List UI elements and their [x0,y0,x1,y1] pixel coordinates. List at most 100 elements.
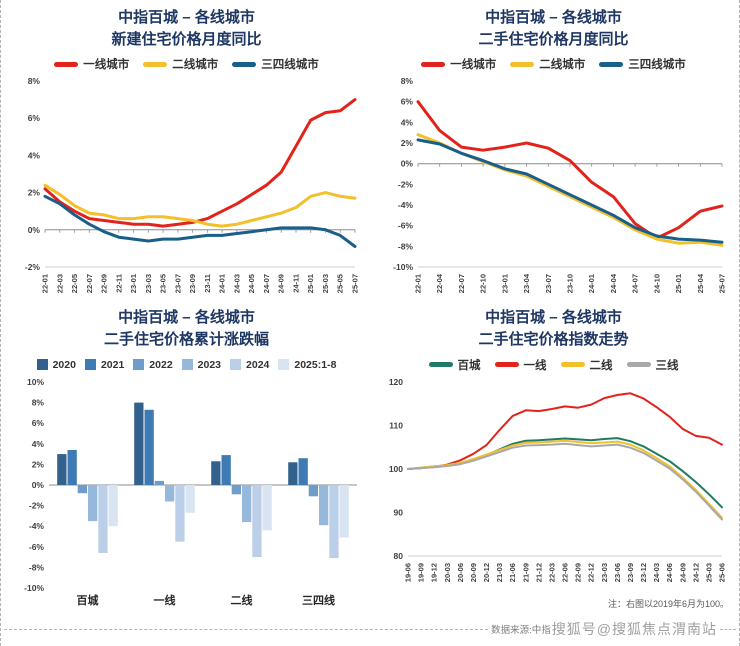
axis-labels: 8% 6% 4% 2% 0% -2%22-01 22-03 22-05 22-07 22-09 22… [24,76,359,293]
legend-label: 二线 [589,359,613,372]
svg-text:2%: 2% [400,138,413,148]
svg-text:24-03: 24-03 [652,563,661,582]
svg-text:22-11: 22-11 [114,274,123,293]
legend-marker-icon [36,359,48,370]
svg-text:23-05: 23-05 [158,274,167,293]
svg-text:22-01: 22-01 [413,274,422,293]
legend-marker-icon [494,362,519,367]
legend-item-一线城市: 一线城市 [421,56,496,72]
legend-label: 二线城市 [172,59,219,72]
title-line-1: 中指百城 – 各线城市 [118,309,255,326]
bar-2022-一线 [154,480,164,485]
svg-text:4%: 4% [31,438,44,448]
svg-text:23-03: 23-03 [599,563,608,582]
index-base-note: 注：右图以2019年6月为100。 [607,598,729,609]
source-row: 数据来源:中指 搜狐号@搜狐焦点渭南站 [1,619,739,639]
title-line-2: 新建住宅价格月度同比 [111,30,262,48]
charts-grid: 中指百城 – 各线城市 新建住宅价格月度同比 一线城市 二线城市 三四线城市 8% 6%… [9,2,731,612]
dashed-divider-right [720,628,736,630]
title-line-1: 中指百城 – 各线城市 [485,309,622,326]
svg-text:25-04: 25-04 [695,274,704,294]
panel-secondhand-yoy: 中指百城 – 各线城市 二手住宅价格月度同比 一线城市 二线城市 三四线城市 8% 6%… [376,2,731,302]
legend-label: 二线城市 [539,59,586,72]
svg-text:6%: 6% [31,418,44,428]
series-line-二线 [406,439,723,519]
svg-text:120: 120 [388,377,402,387]
svg-text:24-01: 24-01 [587,274,596,293]
legend-marker-icon [626,362,651,367]
data-source-label: 数据来源:中指 [491,625,551,636]
svg-text:24-05: 24-05 [247,274,256,293]
svg-text:22-03: 22-03 [55,274,64,293]
bar-2022-三四线 [308,484,318,496]
svg-text:0%: 0% [400,159,413,169]
title-line-2: 二手住宅价格指数走势 [478,330,629,348]
series-line-一线 [406,391,723,470]
svg-text:24-07: 24-07 [630,274,639,293]
svg-text:20-09: 20-09 [468,563,477,582]
bar-2025:1-8-百城 [108,484,118,526]
series-line-一线城市 [416,100,723,240]
svg-text:23-01: 23-01 [129,274,138,293]
bar-2024-百城 [97,484,108,553]
svg-text:22-06: 22-06 [560,563,569,582]
svg-text:22-04: 22-04 [435,274,444,294]
svg-text:24-11: 24-11 [291,274,300,293]
bar-2025:1-8-一线 [185,484,195,513]
legend-label: 一线城市 [83,59,130,72]
legend-marker-icon [230,359,242,370]
bar-2025:1-8-三四线 [339,484,349,537]
watermark-text: 搜狐号@搜狐焦点渭南站 [551,621,717,637]
svg-text:21-06: 21-06 [508,563,517,582]
bar-2020-二线 [210,460,220,485]
panel-secondhand-index: 中指百城 – 各线城市 二手住宅价格指数走势 百城 一线 二线 三线 120 110 100… [376,302,731,612]
series-line-三线 [406,442,723,520]
legend-item-一线: 一线 [494,357,547,373]
svg-text:23-01: 23-01 [500,274,509,293]
new-home-yoy-line-chart: 8% 6% 4% 2% 0% -2%22-01 22-03 22-05 22-07 22-09 22… [24,76,359,293]
legend-item-百城: 百城 [428,357,481,373]
svg-text:6%: 6% [27,114,40,124]
svg-text:10%: 10% [26,377,43,387]
svg-text:-10%: -10% [393,262,413,272]
legend-label: 三四线城市 [628,59,686,72]
legend-label: 2021 [100,358,125,371]
bar-2023-百城 [87,484,97,521]
svg-text:-6%: -6% [28,541,44,551]
legend-marker-icon [428,362,453,367]
svg-text:25-05: 25-05 [335,274,344,293]
legend-marker-icon [181,359,193,370]
svg-text:24-04: 24-04 [608,274,617,294]
svg-text:25-01: 25-01 [306,274,315,293]
svg-text:22-12: 22-12 [586,563,595,582]
bar-2020-百城 [56,453,66,485]
panel-secondhand-cumulative: 中指百城 – 各线城市 二手住宅价格累计涨跌幅 2020 2021 2022 2023 2… [9,302,364,612]
svg-text:-6%: -6% [397,221,413,231]
legend-marker-icon [133,359,145,370]
svg-text:二线: 二线 [230,593,252,607]
legend-marker-icon [278,359,290,370]
legend-label: 2022 [149,358,173,371]
chart-title-secondhand-yoy: 中指百城 – 各线城市 二手住宅价格月度同比 [478,7,628,51]
svg-text:24-10: 24-10 [652,274,661,293]
svg-text:23-10: 23-10 [565,274,574,293]
legend-marker-icon [54,61,79,67]
svg-text:22-09: 22-09 [99,274,108,293]
svg-text:24-01: 24-01 [217,274,226,293]
bar-2021-三四线 [298,457,308,485]
svg-text:24-03: 24-03 [232,274,241,293]
svg-text:一线: 一线 [153,593,175,607]
svg-text:23-04: 23-04 [522,274,531,294]
chart-title-secondhand-index: 中指百城 – 各线城市 二手住宅价格指数走势 [478,307,628,351]
bar-2021-一线 [144,409,154,485]
svg-text:8%: 8% [400,76,413,86]
bar-2020-三四线 [287,461,297,485]
svg-text:24-12: 24-12 [691,563,700,582]
svg-text:90: 90 [393,507,403,517]
bar-2023-三四线 [318,484,328,525]
title-line-2: 二手住宅价格月度同比 [478,30,629,48]
legend-item-二线城市: 二线城市 [143,56,218,72]
svg-text:-4%: -4% [397,200,413,210]
bar-2023-一线 [164,484,174,501]
chart-title-secondhand-cumulative: 中指百城 – 各线城市 二手住宅价格累计涨跌幅 [104,307,269,351]
